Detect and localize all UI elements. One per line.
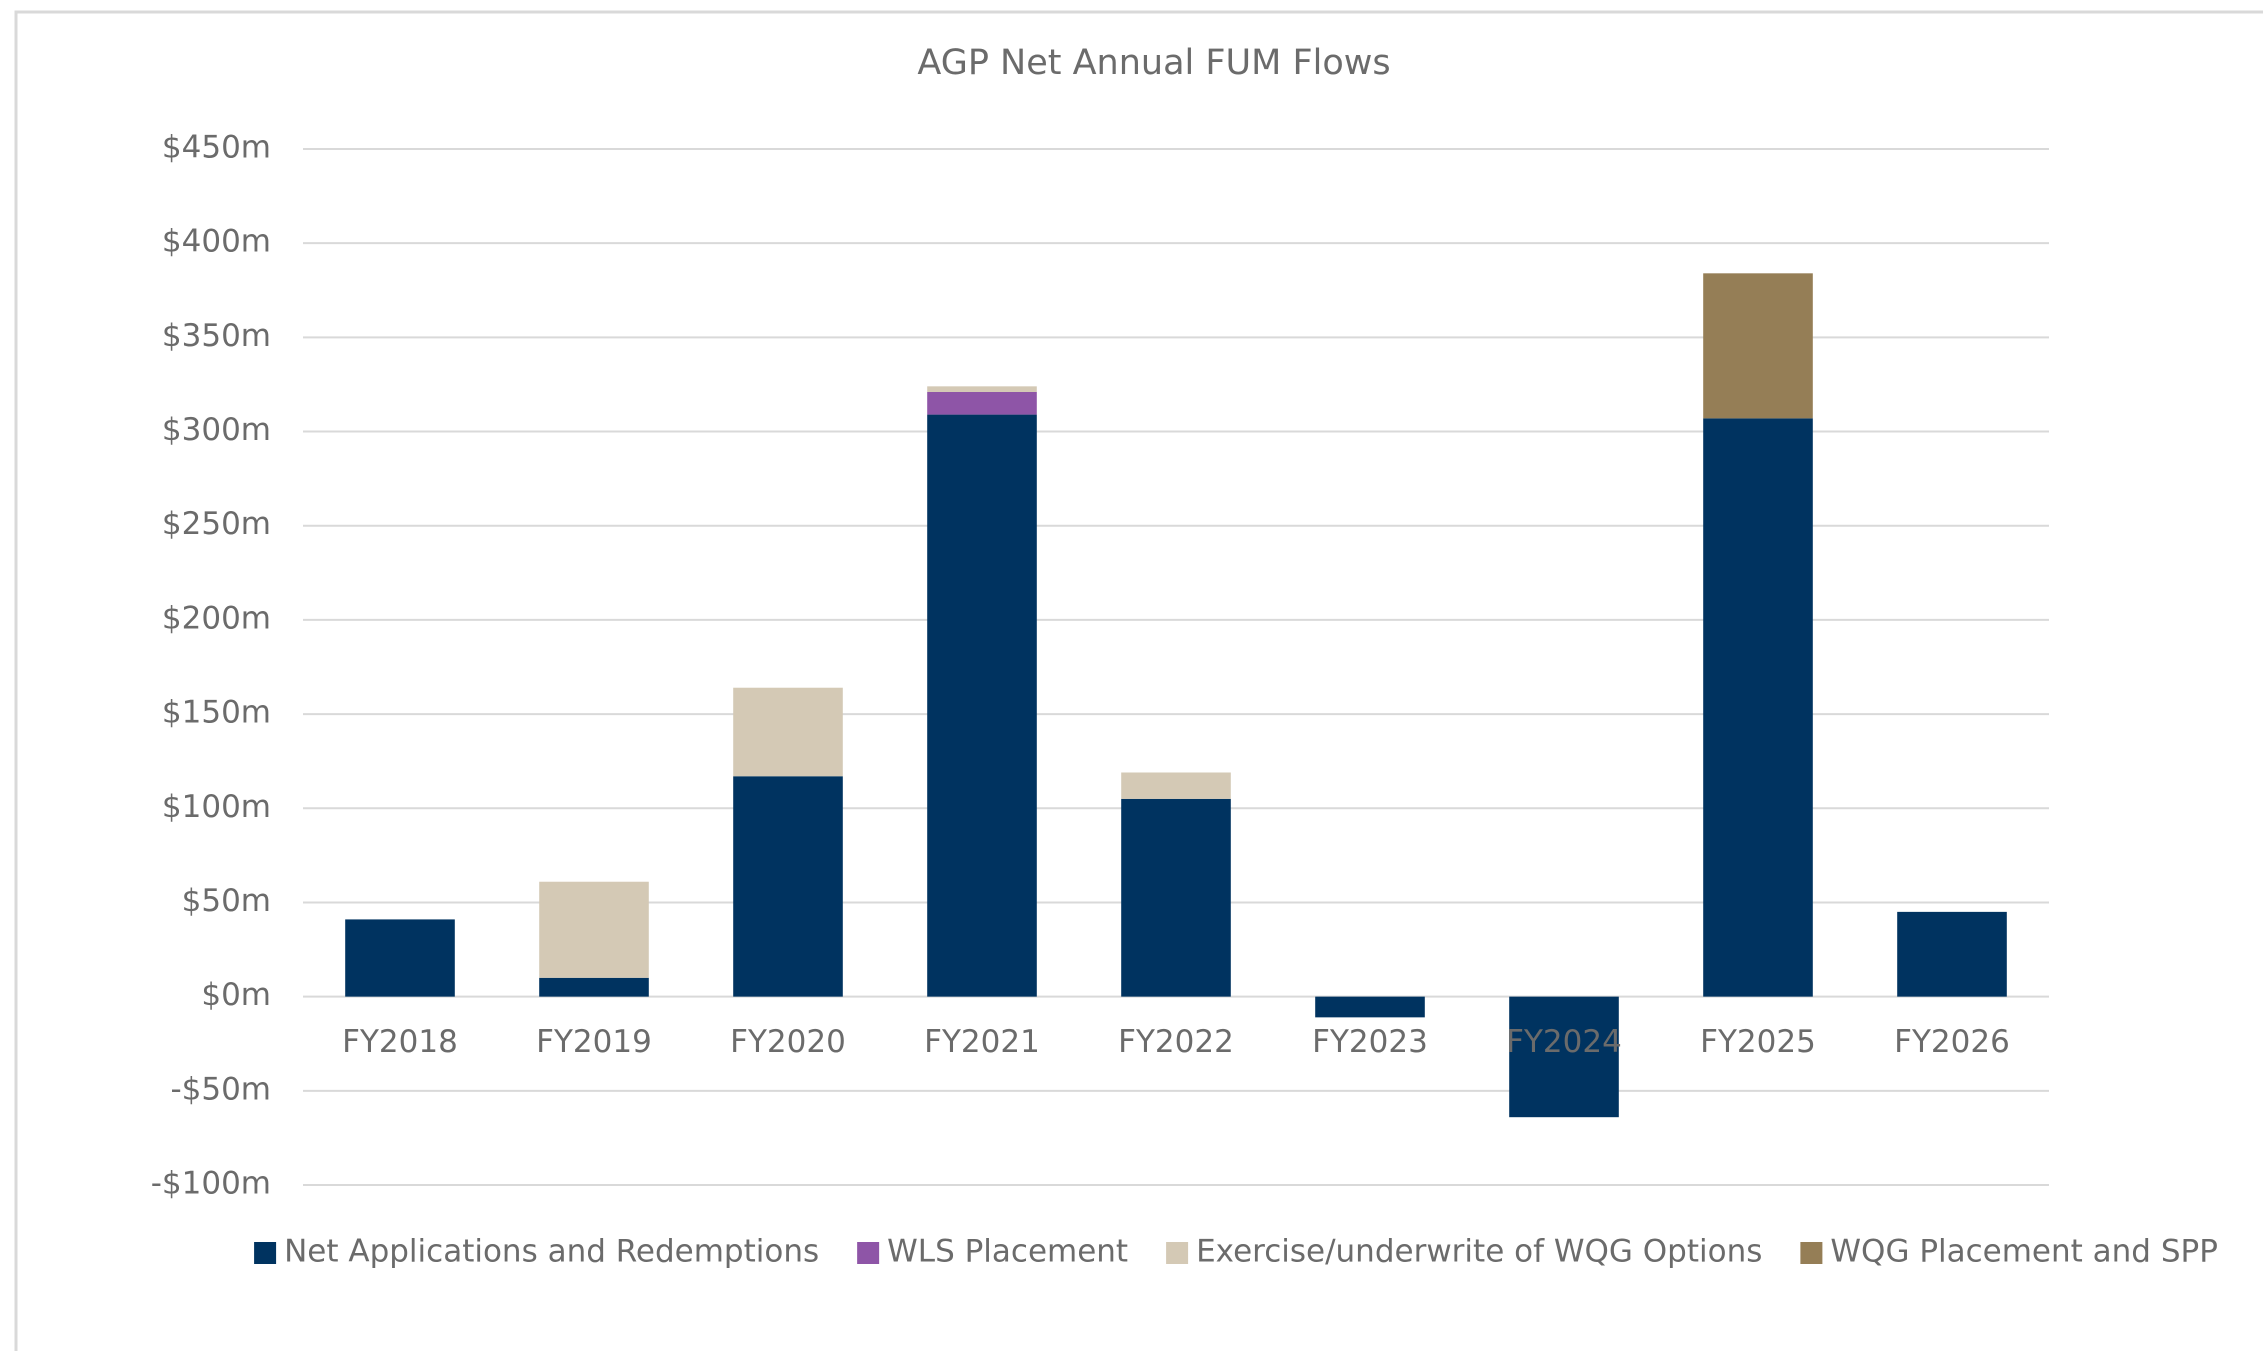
legend-label: Net Applications and Redemptions xyxy=(284,1234,819,1270)
y-tick-label: $400m xyxy=(162,224,271,260)
y-tick-label: -$100m xyxy=(151,1166,271,1202)
bar-segment xyxy=(733,687,843,777)
y-tick-label: -$50m xyxy=(170,1071,271,1107)
x-tick-label: FY2023 xyxy=(1312,1024,1428,1060)
legend: Net Applications and Redemptions WLS Plac… xyxy=(254,1234,2218,1270)
y-tick-label: $350m xyxy=(162,318,271,354)
x-tick-label: FY2024 xyxy=(1506,1024,1622,1060)
bar-segment xyxy=(1121,798,1231,997)
legend-swatch xyxy=(1166,1242,1189,1264)
chart-title: AGP Net Annual FUM Flows xyxy=(917,43,1390,83)
x-tick-label: FY2021 xyxy=(924,1024,1040,1060)
y-tick-label: $250m xyxy=(162,506,271,542)
y-tick-label: $0m xyxy=(201,977,271,1013)
bar-segment xyxy=(539,881,649,978)
y-tick-label: $150m xyxy=(162,695,271,731)
legend-swatch xyxy=(857,1242,880,1264)
bar-segment xyxy=(927,414,1037,997)
bar-segment xyxy=(539,977,649,997)
x-tick-label: FY2019 xyxy=(536,1024,652,1060)
bar-segment xyxy=(1509,996,1619,1118)
legend-swatch xyxy=(1800,1242,1823,1264)
bar-segment xyxy=(1703,273,1813,419)
x-tick-label: FY2026 xyxy=(1894,1024,2010,1060)
legend-label: WQG Placement and SPP xyxy=(1830,1234,2218,1270)
legend-swatch xyxy=(254,1242,277,1264)
bar-segment xyxy=(733,776,843,997)
bar-segment xyxy=(1315,996,1425,1018)
y-tick-label: $300m xyxy=(162,412,271,448)
legend-label: Exercise/underwrite of WQG Options xyxy=(1196,1234,1762,1270)
y-tick-label: $450m xyxy=(162,130,271,166)
bar-segment xyxy=(345,919,455,997)
y-tick-label: $200m xyxy=(162,600,271,636)
bar-segment xyxy=(1121,772,1231,799)
bar-segment xyxy=(1897,911,2007,997)
x-tick-label: FY2025 xyxy=(1700,1024,1816,1060)
x-tick-label: FY2020 xyxy=(730,1024,846,1060)
x-tick-label: FY2018 xyxy=(342,1024,458,1060)
legend-label: WLS Placement xyxy=(887,1234,1128,1270)
y-tick-label: $50m xyxy=(182,883,271,919)
chart-frame xyxy=(14,10,2263,1351)
bar-segment xyxy=(1703,418,1813,997)
bar-segment xyxy=(927,391,1037,415)
y-tick-label: $100m xyxy=(162,789,271,825)
bar-segment xyxy=(927,386,1037,392)
x-tick-label: FY2022 xyxy=(1118,1024,1234,1060)
